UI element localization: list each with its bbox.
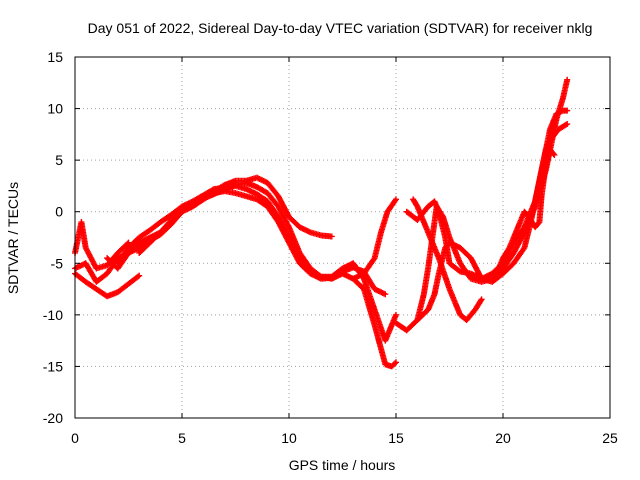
data-point xyxy=(391,360,398,367)
chart-title: Day 051 of 2022, Sidereal Day-to-day VTE… xyxy=(88,20,593,36)
x-tick-label: 0 xyxy=(71,430,79,446)
data-point xyxy=(520,246,527,253)
data-point xyxy=(370,256,377,263)
data-point xyxy=(136,272,143,279)
x-tick-label: 5 xyxy=(178,430,186,446)
data-point xyxy=(551,151,558,158)
y-tick-label: -15 xyxy=(43,358,63,374)
y-tick-label: -5 xyxy=(51,255,64,271)
x-tick-label: 10 xyxy=(281,430,297,446)
data-point xyxy=(477,297,484,304)
data-point xyxy=(393,359,399,366)
grid-lines xyxy=(75,57,610,418)
series-track-9 xyxy=(410,196,485,324)
y-tick-label: 10 xyxy=(47,101,63,117)
y-tick-label: -20 xyxy=(43,410,63,426)
plot-frame xyxy=(74,56,611,419)
data-point xyxy=(550,150,557,157)
x-tick-label: 15 xyxy=(388,430,404,446)
series-track-2 xyxy=(72,219,132,272)
data-point xyxy=(393,196,399,203)
axis-ticks: 0 5 10 15 20 25 -20 -15 -10 -5 0 5 10 15 xyxy=(43,49,618,446)
data-point xyxy=(564,107,571,114)
series-track-6 xyxy=(136,188,389,298)
data-point xyxy=(392,197,399,204)
series-track-5 xyxy=(114,182,399,344)
series-track-12 xyxy=(489,146,558,277)
data-point xyxy=(562,121,569,128)
y-tick-label: 15 xyxy=(47,49,63,65)
data-point xyxy=(124,240,131,247)
data-point xyxy=(564,121,571,128)
series-track-1 xyxy=(72,270,143,300)
y-tick-label: -10 xyxy=(43,307,63,323)
data-point xyxy=(328,233,335,240)
series-track-3 xyxy=(72,179,399,370)
data-point xyxy=(125,239,132,246)
data-point xyxy=(135,273,142,280)
data-point xyxy=(478,296,485,303)
y-tick-label: 0 xyxy=(55,204,63,220)
data-point xyxy=(393,311,399,318)
x-tick-label: 20 xyxy=(495,430,511,446)
y-tick-label: 5 xyxy=(55,152,63,168)
data-point xyxy=(382,291,389,298)
data-points xyxy=(72,76,571,370)
y-axis-label: SDTVAR / TECUs xyxy=(5,182,21,294)
x-axis-label: GPS time / hours xyxy=(289,457,396,473)
data-point xyxy=(564,76,571,83)
series-track-7 xyxy=(350,196,399,282)
x-tick-label: 25 xyxy=(602,430,618,446)
data-point xyxy=(456,267,463,274)
